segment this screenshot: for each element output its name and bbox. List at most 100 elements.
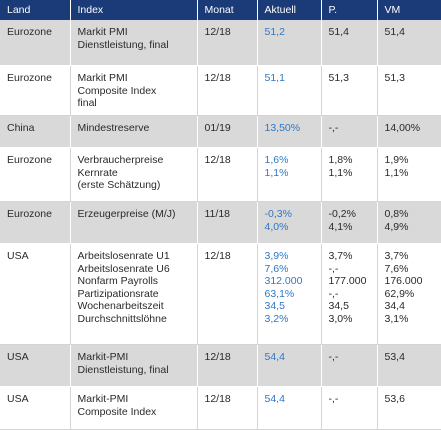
month-cell: 12/18	[197, 148, 257, 202]
index-cell: Mindestreserve	[70, 116, 197, 148]
index-cell-line: Composite Index	[78, 85, 197, 98]
month-cell: 01/19	[197, 116, 257, 148]
vm-cell-line: 14,00%	[385, 122, 441, 135]
index-cell-line: Partizipationsrate	[78, 288, 197, 301]
previous-cell-line: -,-	[329, 263, 377, 276]
header-index: Index	[70, 0, 197, 20]
vm-cell: 51,4	[377, 20, 441, 66]
index-cell-line: (erste Schätzung)	[78, 179, 197, 192]
vm-cell-line: 7,6%	[385, 263, 441, 276]
previous-cell-line: 34,5	[329, 300, 377, 313]
previous-cell-line: -,-	[329, 393, 377, 406]
land-cell: China	[0, 116, 70, 148]
vm-cell: 51,3	[377, 66, 441, 116]
month-cell: 11/18	[197, 202, 257, 244]
vm-cell-line: 34,4	[385, 300, 441, 313]
previous-cell: -,-	[321, 345, 377, 387]
vm-cell-line: 62,9%	[385, 288, 441, 301]
vm-cell-line: 1,9%	[385, 154, 441, 167]
actual-cell-line: 1,1%	[265, 167, 321, 180]
previous-cell-line: 51,3	[329, 72, 377, 85]
previous-cell-line: 1,1%	[329, 167, 377, 180]
vm-cell-line: 51,3	[385, 72, 441, 85]
actual-cell-line: 1,6%	[265, 154, 321, 167]
previous-cell-line: -0,2%	[329, 208, 377, 221]
index-cell-line: Composite Index	[78, 406, 197, 419]
index-cell-line: Nonfarm Payrolls	[78, 275, 197, 288]
previous-cell-line: -,-	[329, 122, 377, 135]
actual-cell: 54,4	[257, 387, 321, 430]
header-aktuell: Aktuell	[257, 0, 321, 20]
previous-cell: -,-	[321, 116, 377, 148]
actual-cell: 51,1	[257, 66, 321, 116]
month-cell: 12/18	[197, 387, 257, 430]
vm-cell-line: 51,4	[385, 26, 441, 39]
previous-cell-line: 51,4	[329, 26, 377, 39]
index-cell-line: Mindestreserve	[78, 122, 197, 135]
vm-cell: 53,4	[377, 345, 441, 387]
header-previous: P.	[321, 0, 377, 20]
vm-cell: 1,9%1,1%	[377, 148, 441, 202]
index-cell-line: Kernrate	[78, 167, 197, 180]
previous-cell-line: 3,0%	[329, 313, 377, 326]
index-cell-line: Erzeugerpreise (M/J)	[78, 208, 197, 221]
previous-cell: 51,4	[321, 20, 377, 66]
header-monat: Monat	[197, 0, 257, 20]
land-cell: USA	[0, 387, 70, 430]
header-land: Land	[0, 0, 70, 20]
vm-cell: 0,8%4,9%	[377, 202, 441, 244]
land-cell: Eurozone	[0, 20, 70, 66]
land-cell: USA	[0, 244, 70, 345]
index-cell-line: Markit-PMI	[78, 393, 197, 406]
actual-cell-line: 7,6%	[265, 263, 321, 276]
actual-cell-line: 34,5	[265, 300, 321, 313]
land-cell: Eurozone	[0, 66, 70, 116]
index-cell-line: Dienstleistung, final	[78, 364, 197, 377]
actual-cell-line: 13,50%	[265, 122, 321, 135]
vm-cell-line: 0,8%	[385, 208, 441, 221]
index-cell-line: Markit PMI	[78, 26, 197, 39]
header-vm: VM	[377, 0, 441, 20]
previous-cell-line: -,-	[329, 351, 377, 364]
actual-cell-line: 4,0%	[265, 221, 321, 234]
actual-cell: -0,3% 4,0%	[257, 202, 321, 244]
table-header-row: Land Index Monat Aktuell P. VM	[0, 0, 441, 20]
month-cell: 12/18	[197, 345, 257, 387]
actual-cell: 1,6%1,1%	[257, 148, 321, 202]
vm-cell: 53,6	[377, 387, 441, 430]
previous-cell-line: 4,1%	[329, 221, 377, 234]
vm-cell-line: 1,1%	[385, 167, 441, 180]
previous-cell-line: 3,7%	[329, 250, 377, 263]
month-cell: 12/18	[197, 66, 257, 116]
index-cell-line: Wochenarbeitszeit	[78, 300, 197, 313]
previous-cell: -,-	[321, 387, 377, 430]
vm-cell-line: 3,1%	[385, 313, 441, 326]
index-cell-line: Durchschnittslöhne	[78, 313, 197, 326]
previous-cell: 51,3	[321, 66, 377, 116]
vm-cell-line: 53,4	[385, 351, 441, 364]
index-cell-line: Arbeitslosenrate U1	[78, 250, 197, 263]
vm-cell-line: 53,6	[385, 393, 441, 406]
index-cell-line: Arbeitslosenrate U6	[78, 263, 197, 276]
actual-cell-line: 63,1%	[265, 288, 321, 301]
month-cell: 12/18	[197, 244, 257, 345]
index-cell: Erzeugerpreise (M/J)	[70, 202, 197, 244]
vm-cell: 14,00%	[377, 116, 441, 148]
actual-cell-line: 54,4	[265, 351, 321, 364]
month-cell: 12/18	[197, 20, 257, 66]
